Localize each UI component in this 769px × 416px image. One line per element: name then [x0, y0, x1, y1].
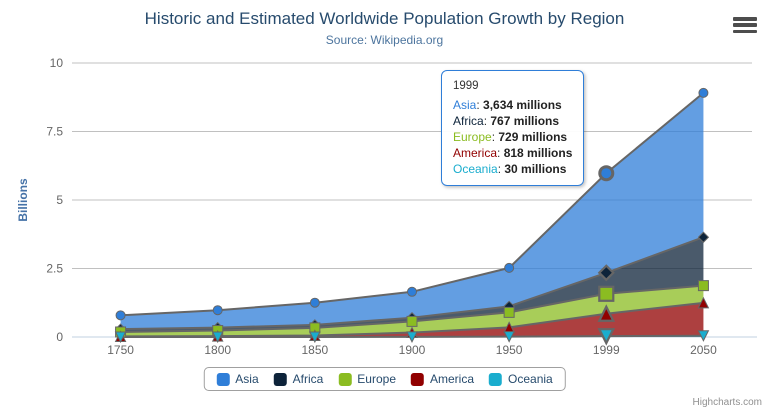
hamburger-menu-icon [733, 29, 757, 33]
marker-diamond-africa-hovered[interactable] [597, 264, 615, 282]
credits-link[interactable]: Highcharts.com [692, 397, 762, 408]
marker-triangle-down-oceania[interactable] [406, 331, 418, 343]
marker-triangle-down-oceania[interactable] [211, 331, 224, 344]
legend-swatch-icon [216, 372, 230, 386]
marker-triangle-down-oceania[interactable] [114, 331, 127, 344]
legend-label: Oceania [508, 372, 553, 386]
marker-square-europe-hovered[interactable] [598, 285, 615, 302]
marker-square-europe[interactable] [697, 280, 709, 292]
x-axis-label: 1850 [302, 343, 329, 357]
x-axis-label: 1750 [107, 343, 134, 357]
hamburger-menu-icon [733, 17, 757, 21]
legend-swatch-icon [489, 372, 503, 386]
legend-swatch-icon [273, 372, 287, 386]
legend: Asia Africa Europe America Oceania [203, 367, 566, 391]
x-axis-label: 1950 [496, 343, 523, 357]
marker-circle-asia[interactable] [115, 310, 126, 321]
legend-item-europe[interactable]: Europe [338, 372, 396, 386]
legend-label: Asia [235, 372, 259, 386]
x-axis-label: 2050 [690, 343, 717, 357]
marker-circle-asia[interactable] [212, 305, 223, 316]
legend-swatch-icon [338, 372, 352, 386]
y-axis-title: Billions [16, 178, 30, 222]
x-axis-label: 1999 [593, 343, 620, 357]
x-axis-label: 1900 [399, 343, 426, 357]
y-axis-label: 5 [56, 193, 63, 207]
marker-triangle-down-oceania-hovered[interactable] [597, 328, 616, 346]
legend-label: Europe [357, 372, 397, 386]
legend-label: Africa [292, 372, 324, 386]
marker-triangle-down-oceania[interactable] [697, 330, 710, 342]
marker-circle-asia[interactable] [407, 286, 417, 297]
series-area-africa[interactable] [120, 237, 704, 332]
export-menu-button[interactable] [732, 16, 758, 34]
legend-swatch-icon [411, 372, 425, 386]
legend-item-asia[interactable]: Asia [216, 372, 259, 386]
marker-circle-asia[interactable] [698, 87, 709, 98]
series-area-america[interactable] [120, 302, 704, 337]
marker-square-europe[interactable] [406, 315, 418, 327]
y-axis-label: 7.5 [46, 125, 63, 139]
marker-square-europe[interactable] [503, 306, 515, 318]
legend-label: America [430, 372, 475, 386]
y-axis-label: 0 [56, 330, 63, 344]
legend-item-oceania[interactable]: Oceania [489, 372, 553, 386]
y-axis-label: 10 [50, 56, 64, 70]
marker-circle-asia[interactable] [504, 262, 515, 273]
x-axis-label: 1800 [204, 343, 231, 357]
y-axis-label: 2.5 [46, 262, 63, 276]
marker-circle-asia-hovered[interactable] [598, 165, 615, 182]
marker-triangle-america[interactable] [697, 296, 710, 309]
marker-triangle-america-hovered[interactable] [597, 304, 616, 322]
hamburger-menu-icon [733, 23, 757, 27]
chart-title: Historic and Estimated Worldwide Populat… [144, 9, 625, 28]
series-area-asia[interactable] [120, 92, 704, 330]
marker-diamond-africa[interactable] [697, 231, 710, 243]
chart-subtitle: Source: Wikipedia.org [325, 33, 444, 47]
marker-circle-asia[interactable] [309, 297, 320, 308]
marker-triangle-down-oceania[interactable] [309, 331, 321, 344]
marker-triangle-down-oceania[interactable] [503, 331, 515, 343]
legend-item-africa[interactable]: Africa [273, 372, 324, 386]
legend-item-america[interactable]: America [411, 372, 474, 386]
